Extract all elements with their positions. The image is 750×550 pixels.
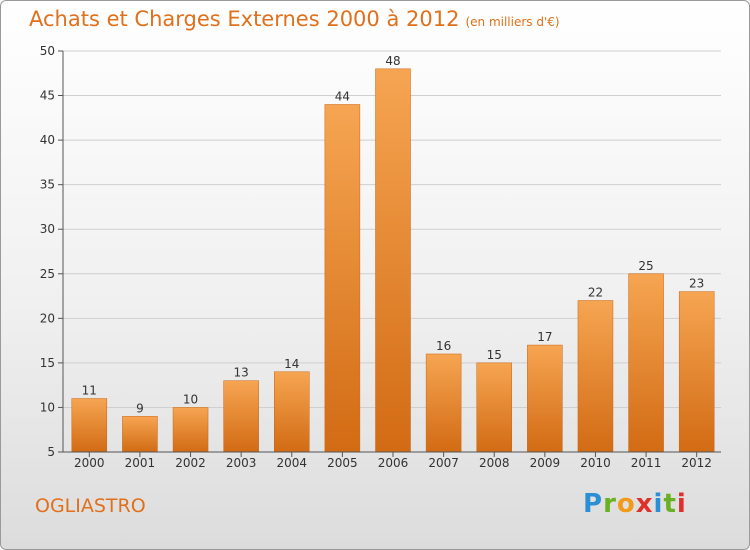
bar (425, 353, 462, 453)
axes (62, 51, 721, 453)
bar (122, 416, 158, 453)
y-tick-label: 20 (40, 311, 55, 325)
bar (274, 371, 310, 453)
logo-letter: r (603, 489, 617, 519)
bars (71, 68, 715, 453)
logo-letter: t (663, 489, 677, 519)
y-tick-label: 50 (40, 44, 55, 58)
bar-value-label: 10 (183, 392, 198, 406)
y-tick-label: 5 (47, 445, 55, 459)
x-tick-label: 2005 (327, 456, 358, 470)
y-tick-label: 25 (40, 267, 55, 281)
bar-value-label: 14 (284, 357, 299, 371)
bar (476, 362, 512, 453)
logo-letter: P (583, 489, 604, 519)
bar (324, 104, 361, 453)
bar (71, 398, 108, 453)
y-tick-label: 35 (40, 178, 55, 192)
bar-value-label: 9 (136, 401, 144, 415)
bar-value-label: 23 (689, 277, 704, 291)
y-tick-label: 40 (40, 133, 55, 147)
x-tick-label: 2008 (479, 456, 510, 470)
x-tick-label: 2010 (580, 456, 611, 470)
bar-value-label: 17 (537, 330, 552, 344)
x-tick-label: 2006 (378, 456, 409, 470)
y-tick-label: 15 (40, 356, 55, 370)
bar-value-label: 13 (234, 366, 249, 380)
bar (172, 407, 209, 453)
x-tick-label: 2012 (681, 456, 712, 470)
x-tick-label: 2001 (125, 456, 156, 470)
x-tick-label: 2002 (175, 456, 206, 470)
bar-value-label: 15 (487, 348, 502, 362)
chart-subtitle: (en milliers d'€) (465, 15, 560, 29)
x-tick-label: 2003 (226, 456, 257, 470)
y-tick-label: 45 (40, 89, 55, 103)
bar (577, 300, 614, 453)
y-tick-label: 30 (40, 222, 55, 236)
bar-value-label: 11 (82, 384, 97, 398)
proxiti-logo: Proxiti (583, 489, 687, 519)
bar-value-label: 22 (588, 286, 603, 300)
bar-value-labels: 11 9 10 13 14 44 48 16 15 17 22 25 23 (82, 54, 705, 416)
logo-letter: i (676, 489, 687, 519)
logo-letter: x (635, 489, 654, 519)
bar (375, 68, 411, 453)
bar-value-label: 16 (436, 339, 451, 353)
x-tick-label: 2004 (276, 456, 307, 470)
chart-title: Achats et Charges Externes 2000 à 2012 (e… (29, 7, 560, 31)
x-axis-ticks: 2000 2001 2002 2003 2004 2005 2006 2007 2008 2009… (74, 452, 712, 470)
bar (628, 273, 664, 453)
y-axis-ticks: 5 10 15 20 25 30 35 40 45 50 (40, 44, 63, 459)
bar (223, 380, 259, 453)
logo-letter: o (616, 489, 636, 519)
x-tick-label: 2009 (530, 456, 561, 470)
x-tick-label: 2000 (74, 456, 105, 470)
bar-value-label: 48 (385, 54, 400, 68)
x-tick-label: 2011 (631, 456, 662, 470)
y-tick-label: 10 (40, 400, 55, 414)
bar (527, 344, 563, 453)
logo-letter: i (653, 489, 664, 519)
bar-value-label: 25 (638, 259, 653, 273)
region-label: OGLIASTRO (35, 495, 146, 517)
x-tick-label: 2007 (428, 456, 459, 470)
bar-value-label: 44 (335, 89, 350, 103)
bar (678, 291, 715, 453)
title-text: Achats et Charges Externes 2000 à 2012 (29, 7, 460, 31)
